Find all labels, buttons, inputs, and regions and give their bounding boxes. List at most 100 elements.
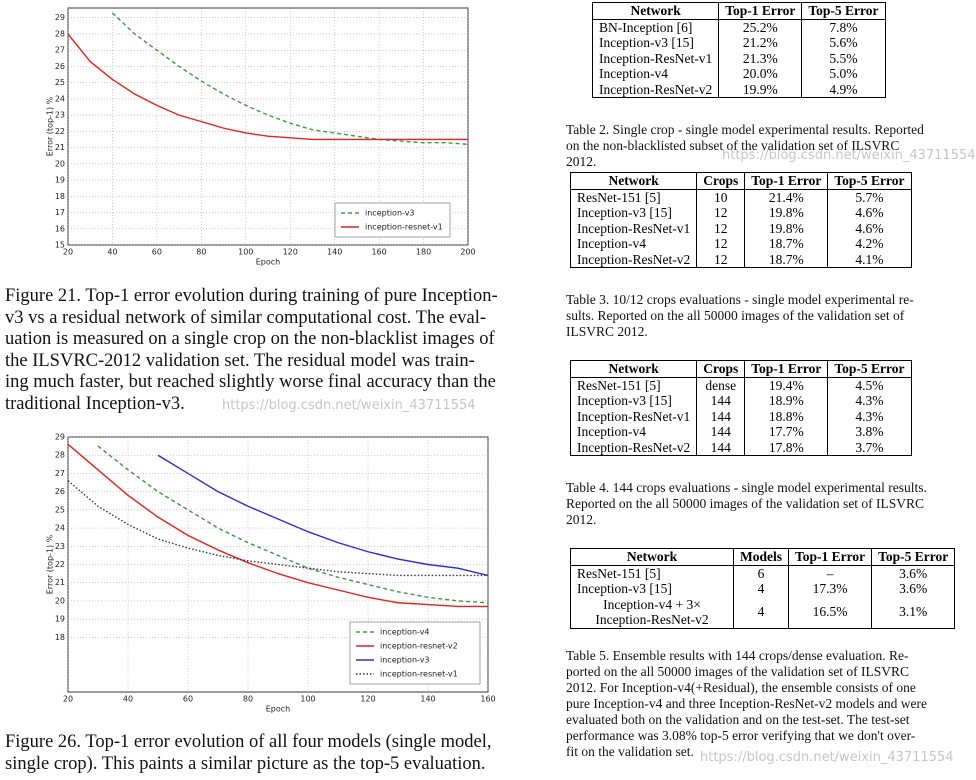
row: Inception-v3 [15] 4 17.3% 3.6% (570, 581, 956, 597)
y-tick-label: 18 (55, 192, 65, 201)
x-tick-label: 40 (107, 248, 117, 257)
header-cell: Top-1 Error (744, 172, 829, 190)
cell: 18.8% (744, 408, 829, 424)
table-caption: Table 4. 144 crops evaluations - single … (566, 480, 927, 528)
y-tick-label: 23 (55, 111, 65, 120)
cell: 19.8% (744, 220, 829, 236)
cell: Inception-v4 (591, 66, 720, 82)
y-tick-label: 28 (55, 451, 65, 460)
table-caption: Table 5. Ensemble results with 144 crops… (566, 648, 927, 760)
header-cell: Network (569, 172, 698, 190)
cell: 5.0% (801, 66, 886, 82)
figure-caption: Figure 26. Top-1 error evolution of all … (5, 732, 491, 775)
cell: Inception-v4 (569, 236, 698, 252)
y-tick-label: 24 (55, 94, 65, 103)
x-tick-label: 80 (243, 695, 253, 704)
cell: 4.9% (801, 81, 886, 98)
row: Inception-ResNet-v2 144 17.8% 3.7% (569, 439, 912, 456)
x-tick-label: 80 (196, 248, 206, 257)
row: Inception-v3 [15] 21.2% 5.6% (591, 35, 886, 51)
cell: 144 (696, 439, 746, 456)
cell: 19.4% (744, 377, 829, 393)
cell: Inception-ResNet-v1 (591, 50, 720, 66)
cell: ResNet-151 [5] (569, 189, 698, 205)
y-tick-label: 27 (55, 469, 65, 478)
series-line (68, 33, 468, 141)
caption-line: ILSVRC 2012. (566, 324, 648, 339)
caption-line: uation is measured on a single crop on t… (5, 329, 495, 349)
header-cell: Network (569, 360, 698, 378)
cell: 17.3% (787, 581, 873, 597)
row: ResNet-151 [5] dense 19.4% 4.5% (569, 377, 912, 393)
cell: 3.6% (871, 565, 956, 581)
y-tick-label: 28 (55, 29, 65, 38)
y-tick-label: 22 (55, 127, 65, 136)
header-cell: Top-5 Error (871, 548, 956, 566)
cell: 21.4% (744, 189, 829, 205)
y-tick-label: 23 (55, 542, 65, 551)
y-axis-label: Error (top-1) % (46, 96, 55, 156)
legend-label: inception-v3 (380, 656, 430, 665)
caption-line: 2012. For Inception-v4(+Residual), the e… (566, 680, 916, 695)
legend-label: inception-resnet-v1 (380, 670, 458, 679)
y-tick-label: 25 (55, 505, 65, 514)
table: Network Crops Top-1 Error Top-5 Error ResNet… (569, 172, 912, 268)
caption-line: pure Inception-v4 and three Inception-Re… (566, 696, 927, 711)
cell: 21.3% (718, 50, 803, 66)
cell: Inception-v4 (569, 424, 698, 440)
legend-box (334, 202, 451, 238)
y-tick-label: 19 (55, 176, 65, 185)
cell: Inception-ResNet-v1 (569, 220, 698, 236)
y-tick-label: 20 (55, 159, 65, 168)
row: Inception-v3 [15] 12 19.8% 4.6% (569, 205, 912, 221)
y-tick-label: 18 (55, 633, 65, 642)
y-tick-label: 29 (55, 13, 65, 22)
header-cell: Network (591, 2, 720, 20)
y-tick-label: 25 (55, 78, 65, 87)
cell: Inception-v4 + 3× Inception-ResNet-v2 (570, 596, 734, 628)
cell: 144 (696, 393, 746, 409)
legend-label: inception-v3 (365, 209, 415, 218)
caption-line: Reported on the all 50000 images of the … (566, 496, 925, 511)
legend-label: inception-v4 (380, 628, 430, 637)
cell: 12 (696, 205, 746, 221)
cell: 144 (696, 424, 746, 440)
cell: 19.8% (744, 205, 829, 221)
row: Inception-ResNet-v1 21.3% 5.5% (591, 50, 886, 66)
cell: 4.1% (827, 251, 912, 268)
y-tick-label: 26 (55, 487, 65, 496)
cell: Inception-v3 [15] (569, 393, 698, 409)
cell: Inception-v3 [15] (591, 35, 720, 51)
legend-label: inception-resnet-v1 (365, 223, 443, 232)
y-tick-label: 21 (55, 143, 65, 152)
cell: dense (696, 377, 746, 393)
cell: 18.9% (744, 393, 829, 409)
cell: 20.0% (718, 66, 803, 82)
cell: 18.7% (744, 251, 829, 268)
caption-line: 2012. (566, 154, 597, 169)
caption-line: on the non-blacklisted subset of the val… (566, 138, 900, 153)
x-tick-label: 100 (300, 695, 315, 704)
cell: 17.8% (744, 439, 829, 456)
series-line (157, 454, 488, 577)
y-tick-label: 17 (55, 208, 65, 217)
caption-line: single crop). This paints a similar pict… (5, 753, 486, 774)
y-tick-label: 27 (55, 46, 65, 55)
caption-line: Table 4. 144 crops evaluations - single … (566, 480, 927, 495)
header-cell: Top-5 Error (827, 172, 912, 190)
header-cell: Top-1 Error (744, 360, 829, 378)
row: Inception-ResNet-v2 19.9% 4.9% (591, 81, 886, 98)
caption-line: evaluated both on the validation and on … (566, 712, 910, 727)
watermark: https://blog.csdn.net/weixin_43711554 (722, 148, 976, 163)
series-line (111, 12, 468, 146)
y-tick-label: 22 (55, 560, 65, 569)
x-tick-label: 120 (360, 695, 375, 704)
row: ResNet-151 [5] 6–3.6% (570, 565, 956, 581)
cell: 144 (696, 408, 746, 424)
cell: 19.9% (718, 81, 803, 98)
header-cell: Top-5 Error (827, 360, 912, 378)
y-tick-label: 20 (55, 596, 65, 605)
header-cell: Top-1 Error (787, 548, 873, 566)
row: ResNet-151 [5] 10 21.4% 5.7% (569, 189, 912, 205)
